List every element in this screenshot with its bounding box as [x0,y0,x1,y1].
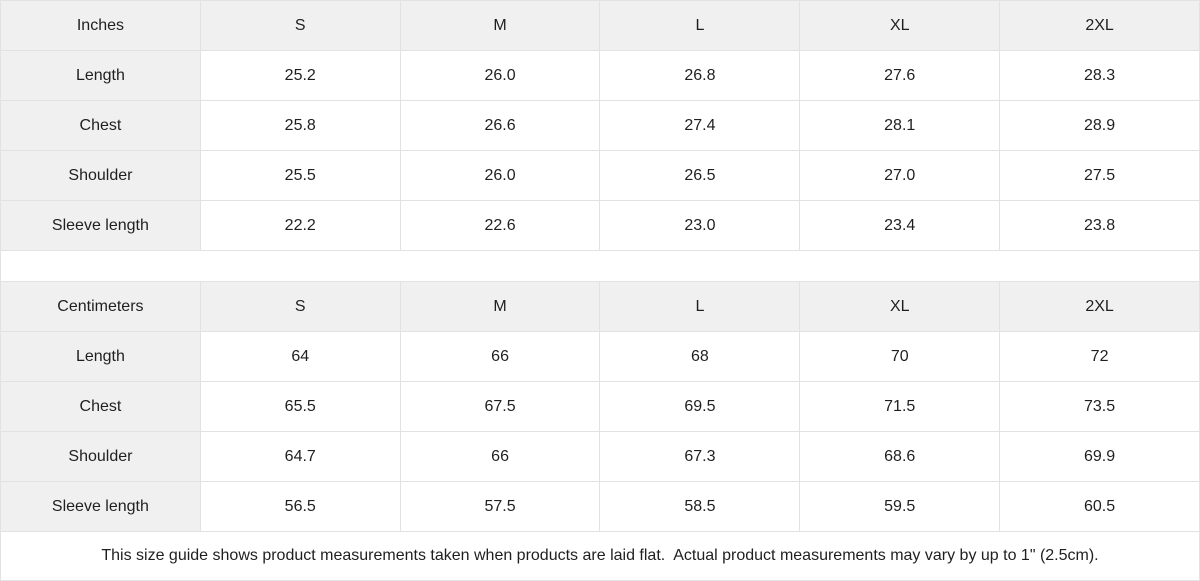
measurement-cell: 66 [399,331,601,382]
measurement-cell: 28.9 [999,100,1200,151]
size-guide-note: This size guide shows product measuremen… [101,547,1099,564]
row-header-cell: Length [0,331,201,382]
measurement-cell: 27.4 [599,100,801,151]
measurement-cell: 26.0 [399,50,601,101]
row-header-cell: Sleeve length [0,481,201,532]
centimeters-table: Centimeters S M L XL 2XL Length 64 66 68… [0,281,1200,532]
measurement-cell: 27.6 [799,50,1001,101]
centimeters-header-row: Centimeters S M L XL 2XL [0,281,1200,332]
measurement-cell: 26.6 [399,100,601,151]
size-col-header-2xl: 2XL [999,281,1200,332]
table-row-length: Length 64 66 68 70 72 [0,331,1200,382]
measurement-cell: 22.2 [199,200,401,251]
measurement-cell: 70 [799,331,1001,382]
measurement-cell: 56.5 [199,481,401,532]
size-col-header-2xl: 2XL [999,0,1200,51]
measurement-cell: 26.5 [599,150,801,201]
measurement-cell: 69.9 [999,431,1200,482]
measurement-cell: 27.5 [999,150,1200,201]
row-header-cell: Shoulder [0,150,201,201]
measurement-cell: 60.5 [999,481,1200,532]
size-guide-footer: This size guide shows product measuremen… [0,532,1200,581]
row-header-cell: Sleeve length [0,200,201,251]
size-col-header-l: L [599,281,801,332]
size-col-header-m: M [399,281,601,332]
row-header-cell: Chest [0,100,201,151]
measurement-cell: 73.5 [999,381,1200,432]
measurement-cell: 28.3 [999,50,1200,101]
size-col-header-s: S [199,281,401,332]
table-gap [0,251,1200,281]
table-row-chest: Chest 65.5 67.5 69.5 71.5 73.5 [0,381,1200,432]
row-header-cell: Shoulder [0,431,201,482]
measurement-cell: 68 [599,331,801,382]
measurement-cell: 66 [399,431,601,482]
measurement-cell: 25.5 [199,150,401,201]
measurement-cell: 71.5 [799,381,1001,432]
measurement-cell: 69.5 [599,381,801,432]
measurement-cell: 67.5 [399,381,601,432]
row-header-cell: Chest [0,381,201,432]
measurement-cell: 59.5 [799,481,1001,532]
table-row-sleeve-length: Sleeve length 22.2 22.6 23.0 23.4 23.8 [0,200,1200,251]
measurement-cell: 64 [199,331,401,382]
row-header-cell: Length [0,50,201,101]
size-col-header-xl: XL [799,0,1001,51]
table-row-sleeve-length: Sleeve length 56.5 57.5 58.5 59.5 60.5 [0,481,1200,532]
size-col-header-xl: XL [799,281,1001,332]
size-col-header-m: M [399,0,601,51]
unit-header-cell: Centimeters [0,281,201,332]
size-col-header-s: S [199,0,401,51]
measurement-cell: 23.4 [799,200,1001,251]
inches-header-row: Inches S M L XL 2XL [0,0,1200,51]
measurement-cell: 28.1 [799,100,1001,151]
measurement-cell: 58.5 [599,481,801,532]
measurement-cell: 25.8 [199,100,401,151]
unit-header-cell: Inches [0,0,201,51]
measurement-cell: 26.0 [399,150,601,201]
measurement-cell: 26.8 [599,50,801,101]
measurement-cell: 64.7 [199,431,401,482]
table-row-length: Length 25.2 26.0 26.8 27.6 28.3 [0,50,1200,101]
measurement-cell: 65.5 [199,381,401,432]
measurement-cell: 22.6 [399,200,601,251]
size-col-header-l: L [599,0,801,51]
measurement-cell: 67.3 [599,431,801,482]
measurement-cell: 25.2 [199,50,401,101]
measurement-cell: 23.8 [999,200,1200,251]
table-row-shoulder: Shoulder 64.7 66 67.3 68.6 69.9 [0,431,1200,482]
table-row-shoulder: Shoulder 25.5 26.0 26.5 27.0 27.5 [0,150,1200,201]
measurement-cell: 27.0 [799,150,1001,201]
measurement-cell: 57.5 [399,481,601,532]
inches-table: Inches S M L XL 2XL Length 25.2 26.0 26.… [0,0,1200,251]
measurement-cell: 68.6 [799,431,1001,482]
measurement-cell: 72 [999,331,1200,382]
table-row-chest: Chest 25.8 26.6 27.4 28.1 28.9 [0,100,1200,151]
measurement-cell: 23.0 [599,200,801,251]
